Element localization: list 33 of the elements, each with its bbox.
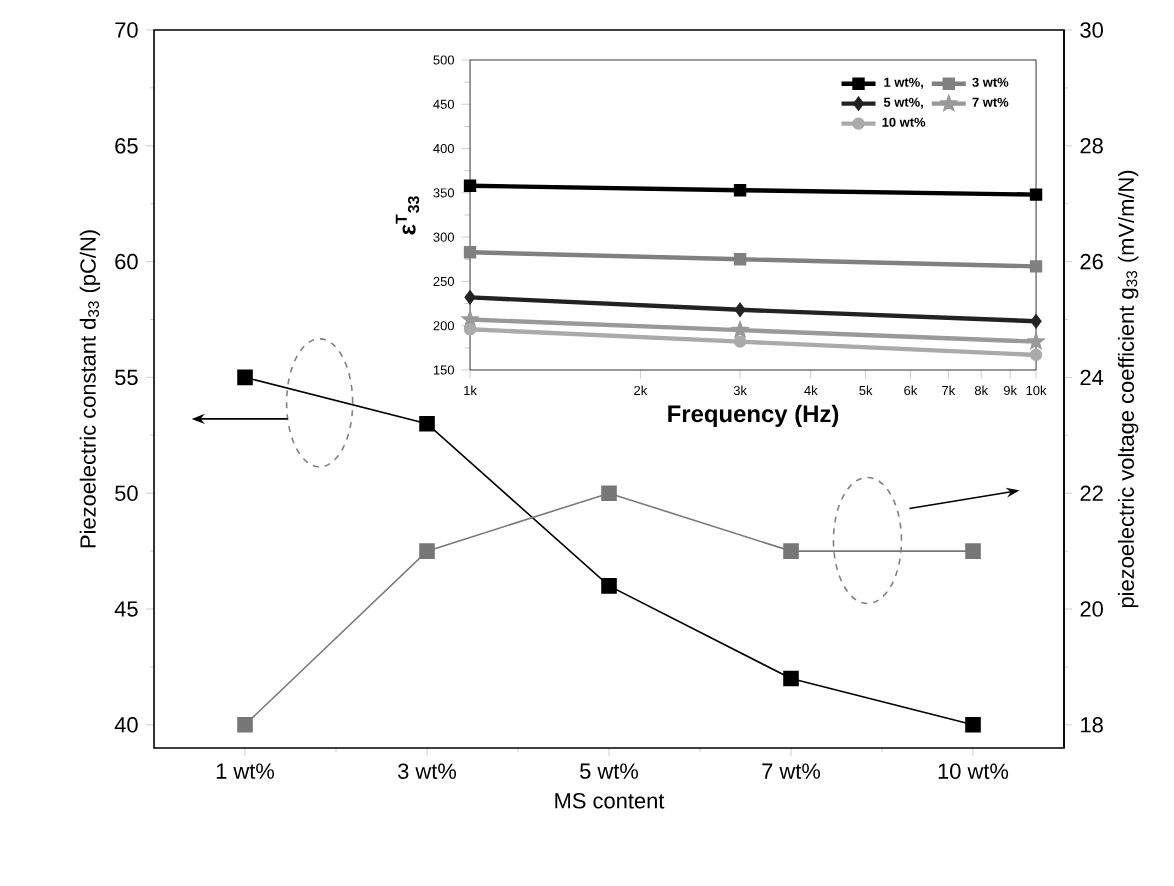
y2-axis-title: piezoelectric voltage coefficient g$_{33}$ (mV/m/N): [1117, 170, 1139, 608]
x-axis-title: Frequency (Hz): [668, 404, 839, 428]
point: [237, 717, 253, 733]
y-tick-label: 65: [115, 138, 138, 154]
y-axis-title: Piezoelectric constant d$_{33}$ (pC/N): [79, 230, 101, 548]
x-tick-label: 3 wt%: [398, 763, 457, 779]
x-tick-label: 7 wt%: [762, 763, 821, 779]
x-tick-label: 1 wt%: [216, 763, 275, 779]
y-tick-label: 45: [114, 601, 138, 617]
point: [965, 543, 981, 559]
y2-tick-label: 22: [1080, 485, 1103, 501]
y2-tick-label: 28: [1080, 138, 1103, 154]
point: [601, 485, 617, 502]
y2-tick-label: 18: [1081, 717, 1103, 733]
y2-tick-label: 20: [1080, 601, 1103, 617]
point: [419, 415, 435, 432]
point: [601, 578, 617, 594]
x-tick-label: 10 wt%: [938, 763, 1009, 779]
point: [783, 670, 799, 687]
y-tick-label: 60: [115, 253, 138, 270]
x-tick-label: 5 wt%: [580, 763, 639, 779]
point: [419, 543, 435, 559]
y-tick-label: 55: [115, 369, 138, 386]
y2-tick-label: 24: [1080, 369, 1104, 386]
y2-tick-label: 26: [1080, 253, 1103, 270]
point: [783, 543, 799, 559]
y-tick-label: 70: [115, 22, 138, 38]
y2-tick-label: 30: [1080, 22, 1103, 38]
x-axis-title: MS content: [555, 793, 665, 809]
y-tick-label: 40: [114, 717, 138, 733]
y-tick-label: 50: [115, 485, 138, 501]
point: [237, 369, 253, 386]
point: [965, 717, 981, 733]
